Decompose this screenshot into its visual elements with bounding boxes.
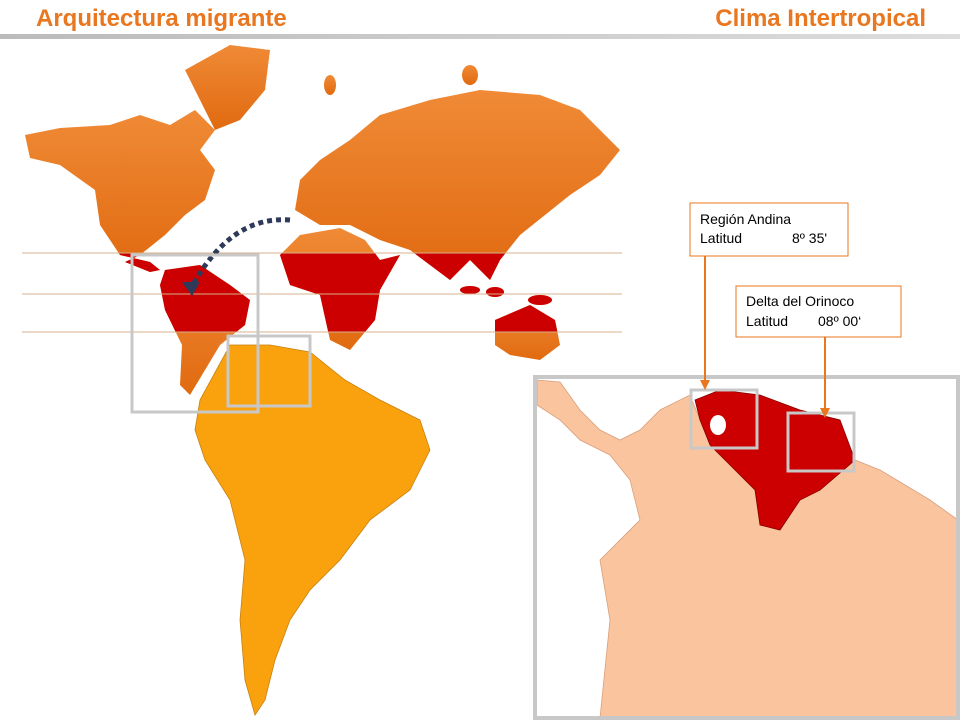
left-title: Arquitectura migrante [36, 5, 287, 32]
callout-value: 08º 00‘ [818, 313, 861, 329]
callout-andina: Región Andina Latitud 8º 35' [689, 202, 849, 390]
header-rule [0, 34, 960, 39]
right-title: Clima Intertropical [715, 5, 926, 32]
callout-orinoco: Delta del Orinoco Latitud 08º 00‘ [735, 285, 902, 418]
callout-title: Región Andina [700, 211, 791, 227]
callout-value: 8º 35' [792, 230, 827, 246]
callout-label: Latitud [746, 313, 788, 329]
highlight-box [226, 334, 312, 408]
south-america-map [194, 344, 431, 716]
highlight-box [130, 253, 260, 414]
callout-title: Delta del Orinoco [746, 293, 854, 309]
world-map [22, 45, 622, 395]
callout-label: Latitud [700, 230, 742, 246]
inset-map [533, 375, 960, 720]
